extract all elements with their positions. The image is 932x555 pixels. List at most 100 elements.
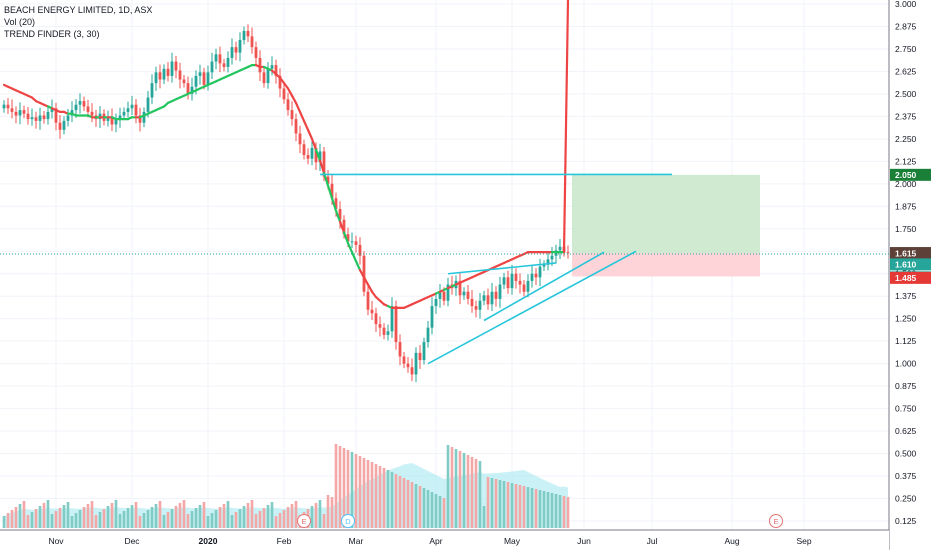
last-price-badge-text: 1.615 (895, 248, 917, 258)
candle (130, 104, 134, 109)
price-tick-label: 0.500 (895, 449, 917, 459)
volume-bar (498, 480, 502, 528)
volume-bar (266, 505, 270, 528)
volume-bar (458, 451, 462, 528)
last-price-badge[interactable]: 1.615 (890, 247, 931, 260)
candle (474, 306, 478, 310)
candle (178, 70, 182, 80)
price-tick-label: 0.750 (895, 404, 917, 414)
price-tick-label: 2.500 (895, 89, 917, 99)
candle (66, 115, 70, 121)
volume-bar (174, 506, 178, 528)
volume-bar (114, 500, 118, 528)
volume-bar (554, 494, 558, 528)
candle (558, 246, 562, 251)
volume-bar (482, 506, 486, 528)
target-price-badge[interactable]: 2.050 (890, 168, 931, 181)
candle (322, 151, 326, 177)
candle (154, 72, 158, 84)
candle (370, 309, 374, 314)
candle (266, 68, 270, 84)
ma-segment (306, 128, 314, 140)
event-marker-e[interactable]: E (769, 514, 783, 528)
ma-segment (298, 110, 306, 122)
volume-bar (162, 515, 166, 528)
candle (150, 83, 154, 98)
candle (210, 61, 214, 73)
event-marker-d[interactable]: D (341, 514, 355, 528)
volume-bar (106, 506, 110, 528)
candle (78, 101, 82, 105)
volume-bar (150, 507, 154, 528)
volume-bar (546, 492, 550, 528)
price-tick-label: 0.250 (895, 494, 917, 504)
volume-bar (534, 489, 538, 528)
volume-bar (450, 447, 454, 528)
volume-bar (14, 507, 18, 528)
candle (146, 97, 150, 112)
candle (298, 133, 302, 145)
volume-bar (30, 512, 34, 528)
candle (518, 280, 522, 285)
price-tick-label: 1.750 (895, 224, 917, 234)
candle (110, 117, 114, 125)
candle (358, 244, 362, 256)
volume-bar (538, 490, 542, 528)
volume-bar (562, 496, 566, 528)
candle (350, 241, 354, 243)
volume-bar (86, 504, 90, 528)
volume-bar (146, 510, 150, 528)
volume-bar (214, 510, 218, 528)
time-axis: Nov Dec 2020 Feb Mar Apr May Jun Jul Aug Sep (0, 529, 889, 550)
candle (542, 264, 546, 267)
event-marker-e[interactable]: E (297, 514, 311, 528)
candle (458, 280, 462, 296)
candle (162, 68, 166, 80)
trend-line-3 (427, 250, 637, 365)
volume-bar (282, 510, 286, 528)
volume-bar (2, 516, 6, 528)
ma-segment (326, 184, 334, 200)
volume-bar (402, 478, 406, 528)
volume-bar (58, 508, 62, 528)
candle (270, 65, 274, 69)
volume-bar (426, 490, 430, 528)
volume-bar (406, 480, 410, 528)
volume-bar (202, 502, 206, 528)
time-tick-label: Sep (796, 536, 811, 546)
ma-segment (330, 197, 338, 212)
volume-bar (470, 457, 474, 528)
volume-bar (18, 504, 22, 528)
candle (510, 273, 514, 289)
volume-bar (326, 495, 330, 528)
candle (398, 342, 402, 357)
price-tick-label: 3.000 (895, 0, 917, 9)
ma-segment (370, 290, 378, 299)
symbol-title[interactable]: BEACH ENERGY LIMITED, 1D, ASX (4, 5, 153, 15)
volume-indicator-label[interactable]: Vol (20) (4, 17, 36, 27)
volume-bar (398, 476, 402, 528)
stop-price-badge[interactable]: 1.485 (890, 271, 931, 284)
candle (442, 291, 446, 301)
volume-bar (274, 516, 278, 528)
current-price-badge-text: 1.610 (895, 260, 917, 270)
current-price-badge[interactable]: 1.610 (890, 258, 931, 271)
volume-bar (126, 508, 130, 528)
volume-bar (334, 444, 338, 528)
candle (414, 352, 418, 375)
volume-bar (182, 500, 186, 528)
candle (390, 306, 394, 332)
volume-bar (382, 468, 386, 528)
price-tick-label: 1.875 (895, 201, 917, 211)
time-tick-label: Dec (124, 536, 140, 546)
candle (222, 63, 226, 67)
volume-bar (42, 503, 46, 528)
candle (126, 108, 130, 112)
candle (38, 115, 42, 121)
trend-finder-indicator-label[interactable]: TREND FINDER (3, 30) (4, 29, 100, 39)
volume-bar (286, 507, 290, 528)
volume-bar (438, 496, 442, 528)
volume-bar (210, 513, 214, 528)
